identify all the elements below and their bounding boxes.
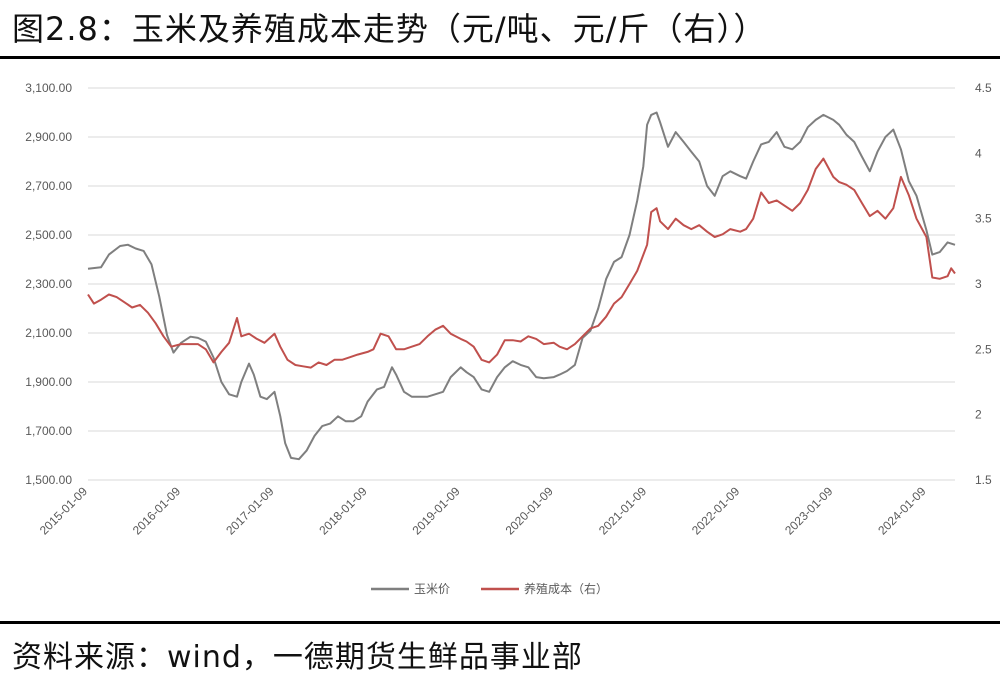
y2-tick-label: 3 [975, 277, 982, 291]
y-tick-label: 1,900.00 [25, 375, 72, 389]
x-tick-label: 2021-01-09 [596, 484, 650, 538]
y-tick-label: 1,700.00 [25, 424, 72, 438]
x-axis-ticks: 2015-01-09 2016-01-09 2017-01-09 2018-01-09… [37, 484, 929, 538]
y2-tick-label: 4 [975, 146, 982, 160]
right-axis-ticks: 1.5 2 2.5 3 3.5 4 4.5 [975, 81, 992, 487]
y-tick-label: 2,700.00 [25, 179, 72, 193]
y2-tick-label: 2.5 [975, 342, 992, 356]
x-tick-label: 2017-01-09 [223, 484, 277, 538]
source-rule [0, 621, 1000, 624]
x-tick-label: 2019-01-09 [409, 484, 463, 538]
title-rule [0, 56, 1000, 59]
x-tick-label: 2016-01-09 [130, 484, 184, 538]
chart: 1,500.00 1,700.00 1,900.00 2,100.00 2,300.00… [25, 81, 992, 596]
legend-label-2: 养殖成本（右） [524, 581, 608, 596]
gridlines [88, 87, 955, 481]
x-tick-label: 2015-01-09 [37, 484, 91, 538]
y-tick-label: 2,900.00 [25, 130, 72, 144]
y-tick-label: 1,500.00 [25, 473, 72, 487]
y-tick-label: 2,300.00 [25, 277, 72, 291]
figure-title: 图2.8：玉米及养殖成本走势（元/吨、元/斤（右）） [12, 10, 767, 48]
y-tick-label: 2,100.00 [25, 326, 72, 340]
x-tick-label: 2024-01-09 [875, 484, 929, 538]
figure-source: 资料来源：wind，一德期货生鲜品事业部 [12, 640, 583, 675]
series-line-1 [87, 111, 956, 461]
legend-label-1: 玉米价 [414, 582, 450, 596]
x-tick-label: 2020-01-09 [503, 484, 557, 538]
x-tick-label: 2022-01-09 [689, 484, 743, 538]
y2-tick-label: 2 [975, 408, 982, 422]
legend: 玉米价 养殖成本（右） [371, 581, 608, 596]
y2-tick-label: 3.5 [975, 212, 992, 226]
x-tick-label: 2018-01-09 [316, 484, 370, 538]
series-line-2 [87, 157, 956, 369]
y2-tick-label: 1.5 [975, 473, 992, 487]
series-lines [87, 111, 956, 461]
y-tick-label: 2,500.00 [25, 228, 72, 242]
y-tick-label: 3,100.00 [25, 81, 72, 95]
y2-tick-label: 4.5 [975, 81, 992, 95]
x-tick-label: 2023-01-09 [782, 484, 836, 538]
left-axis-ticks: 1,500.00 1,700.00 1,900.00 2,100.00 2,300.00… [25, 81, 72, 487]
